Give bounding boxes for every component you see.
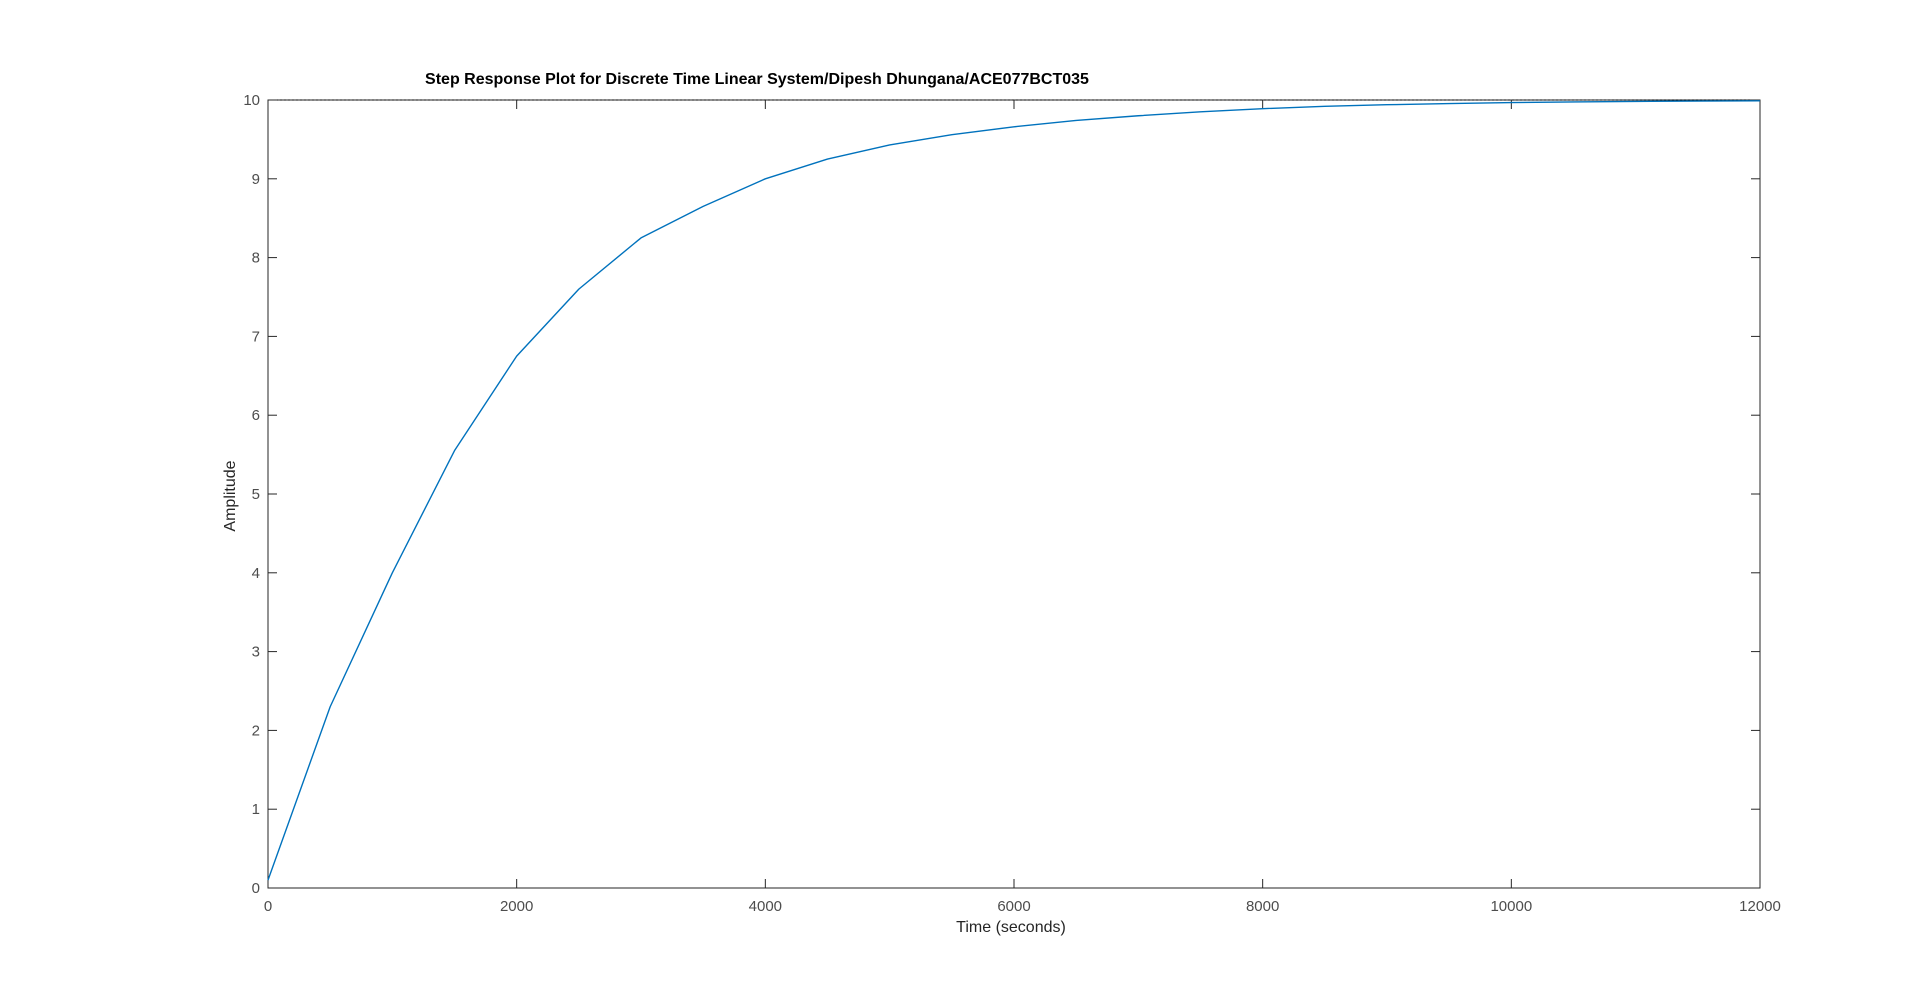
y-tick-label: 3 [252,644,260,661]
x-tick-label: 6000 [997,898,1030,915]
y-tick-label: 8 [252,250,260,267]
y-tick-label: 6 [252,407,260,424]
plot-area: 0 2000 4000 6000 8000 10000 12000 0 1 2 3 4 5 6 7 8 9 10 [243,92,1781,915]
y-axis-label: Amplitude [222,460,239,531]
x-tick-label: 12000 [1739,898,1781,915]
x-tick-label: 0 [264,898,272,915]
y-tick-label: 0 [252,880,260,897]
x-tick-label: 8000 [1246,898,1279,915]
x-tick-label: 2000 [500,898,533,915]
y-tick-label: 9 [252,171,260,188]
x-axis-label: Time (seconds) [956,919,1066,936]
y-tick-label: 7 [252,328,260,345]
y-tick-label: 5 [252,486,260,503]
x-tick-label: 4000 [749,898,782,915]
x-tick-label: 10000 [1490,898,1532,915]
series-line-step-response [267,100,1761,881]
y-tick-label: 10 [243,92,260,109]
y-tick-label: 1 [252,801,260,818]
y-tick-label: 4 [252,565,260,582]
chart-title: Step Response Plot for Discrete Time Lin… [425,71,1089,88]
y-tick-label: 2 [252,722,260,739]
